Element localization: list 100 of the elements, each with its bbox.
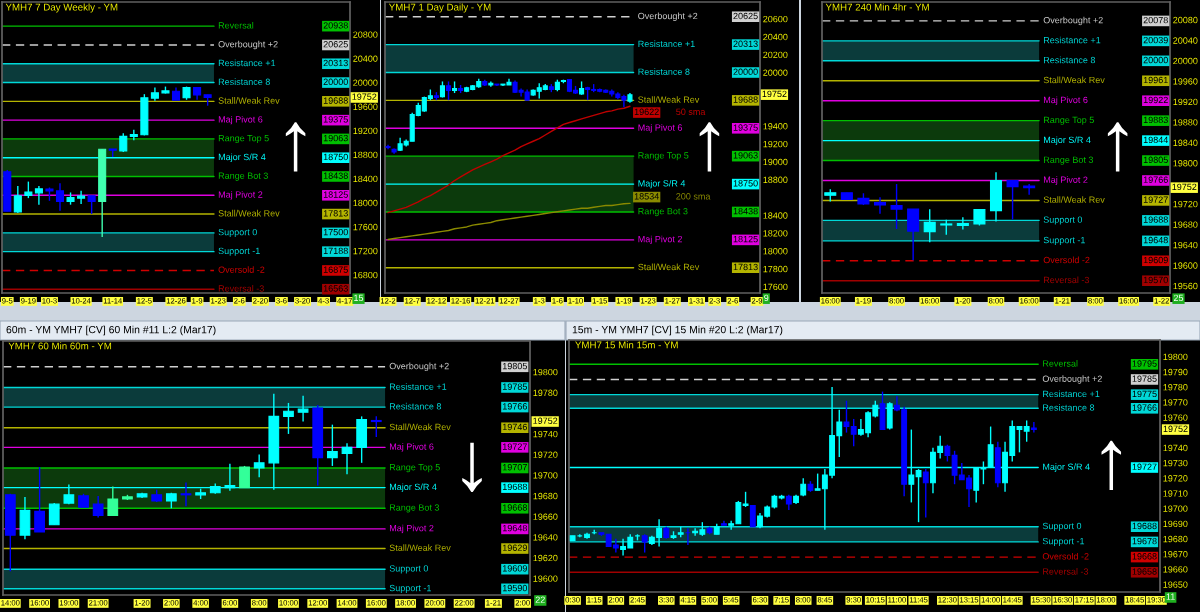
annotation: 19805 (1143, 156, 1168, 163)
ref-line-label: Range Top 5 (218, 135, 269, 144)
y-tick-label: 19600 (1173, 262, 1198, 269)
data-label: 18534 (634, 193, 659, 200)
annotation: 19766 (502, 403, 527, 410)
y-tick-label: 19880 (1173, 119, 1198, 126)
y-tick-label: 20080 (1173, 16, 1198, 24)
annotation: 19766 (1132, 404, 1157, 411)
ref-line-label: Stall/Weak Rev (218, 97, 280, 104)
annotation: 17500 (323, 228, 348, 236)
annotation: 19746 (502, 423, 527, 431)
y-tick-label: 20400 (353, 55, 378, 62)
y-tick-label: 19730 (1163, 459, 1188, 467)
candlestick (445, 80, 452, 101)
annotation: ↑ (1107, 122, 1128, 172)
annotation: 19570 (1143, 276, 1168, 284)
chart-title: YMH7 1 Day Daily - YM (388, 3, 491, 13)
ref-line-label: Maj Pivot 2 (638, 235, 682, 245)
annotation: 19727 (1132, 463, 1157, 470)
ref-line-label: Stall/Weak Rev (389, 544, 451, 551)
ref-line-label: Reversal -3 (1043, 568, 1089, 575)
ref-line-label: Resistance 8 (638, 68, 690, 75)
annotation: ↑ (285, 122, 306, 172)
data-label: 19622 (634, 108, 659, 115)
y-tick-label: 19200 (763, 140, 788, 148)
candlestick (119, 132, 128, 153)
annotation: 16563 (323, 285, 348, 292)
y-tick-label: 19640 (533, 534, 558, 541)
ref-line-label: Range Bot 3 (389, 504, 440, 513)
y-tick-label: 19780 (533, 389, 558, 396)
annotation: ↑ (699, 122, 720, 172)
ref-line-label: Major S/R 4 (389, 483, 437, 492)
y-tick-label: 19680 (1163, 535, 1188, 543)
y-tick-label: 19720 (1163, 475, 1188, 482)
candlestick (1030, 421, 1037, 434)
line-series (387, 105, 631, 214)
annotation: 19795 (1132, 360, 1157, 367)
annotation: 19752 (762, 90, 787, 98)
candlestick (1023, 419, 1030, 443)
y-tick-label: 16800 (353, 271, 378, 279)
annotation: 17813 (733, 263, 758, 271)
y-tick-label: 19640 (1173, 241, 1198, 249)
annotation: 18438 (733, 207, 758, 215)
y-tick-label: 19770 (1163, 399, 1188, 406)
text: 22 (535, 596, 545, 603)
y-tick-label: 19790 (1163, 368, 1188, 376)
y-tick-label: 19560 (1173, 282, 1198, 290)
ref-line-label: Support 0 (1043, 216, 1083, 225)
candlestick (873, 196, 887, 215)
ref-line-label: Reversal -3 (1043, 276, 1090, 284)
candlestick (180, 481, 192, 507)
ref-line-label: Maj Pivot 6 (1043, 96, 1088, 105)
chart-title: YMH7 7 Day Weekly - YM (5, 3, 118, 13)
ref-line-label: Stall/Weak Rev (638, 96, 700, 103)
ref-line-label: Support -1 (218, 247, 260, 256)
y-tick-label: 19760 (1163, 414, 1188, 421)
y-tick-label: 20000 (1173, 57, 1198, 65)
candlestick (77, 190, 86, 205)
ref-line-label: Resistance +1 (638, 40, 695, 47)
annotation: 19727 (502, 443, 527, 450)
candlestick (1006, 179, 1019, 221)
ref-line-label: Oversold -2 (218, 266, 265, 273)
annotation: 19785 (502, 383, 527, 390)
y-tick-label: 19660 (533, 513, 558, 520)
ref-line-label: Overbought +2 (218, 40, 278, 50)
annotation: 19844 (1143, 136, 1168, 144)
annotation: 19688 (502, 483, 527, 491)
ref-line-label: Maj Pivot 6 (389, 443, 434, 452)
text: 25 (1173, 294, 1184, 302)
candlestick (326, 423, 338, 467)
annotation: 16875 (323, 266, 348, 273)
annotation: 19668 (502, 504, 527, 511)
ref-line-label: Range Top 5 (1043, 116, 1094, 125)
y-tick-label: 18400 (763, 212, 788, 219)
line-series (387, 202, 631, 241)
y-tick-label: 18400 (353, 175, 378, 183)
candlestick (129, 129, 138, 142)
ref-line-label: Reversal -3 (218, 285, 264, 292)
ref-line-label: Stall/Weak Rev (1043, 196, 1105, 203)
chart-title: 15m - YM YMH7 [CV] 15 Min #20 L:2 (Mar17) (572, 325, 783, 336)
y-tick-label: 19620 (533, 554, 558, 562)
candlestick (1023, 183, 1036, 196)
annotation: 19752 (533, 417, 558, 424)
annotation: 20000 (733, 68, 758, 75)
annotation: 19375 (323, 116, 348, 123)
ref-line-label: Stall/Weak Rev (1043, 76, 1105, 84)
y-tick-label: 19780 (1163, 384, 1188, 391)
annotation: 18125 (323, 191, 348, 198)
y-tick-label: 19710 (1163, 490, 1188, 497)
annotation: 20000 (1143, 56, 1168, 64)
y-tick-label: 19400 (763, 123, 788, 130)
ref-line-label: Range Bot 3 (218, 172, 268, 181)
y-tick-label: 18000 (763, 248, 788, 255)
y-tick-label: 19670 (1163, 551, 1188, 558)
y-tick-label: 19680 (1173, 221, 1198, 228)
ref-line-label: Support 0 (218, 228, 257, 238)
y-tick-label: 19800 (1163, 353, 1188, 361)
text: 15 (354, 294, 364, 302)
ref-line-label: Overbought +2 (389, 362, 449, 372)
candlestick (370, 415, 382, 438)
